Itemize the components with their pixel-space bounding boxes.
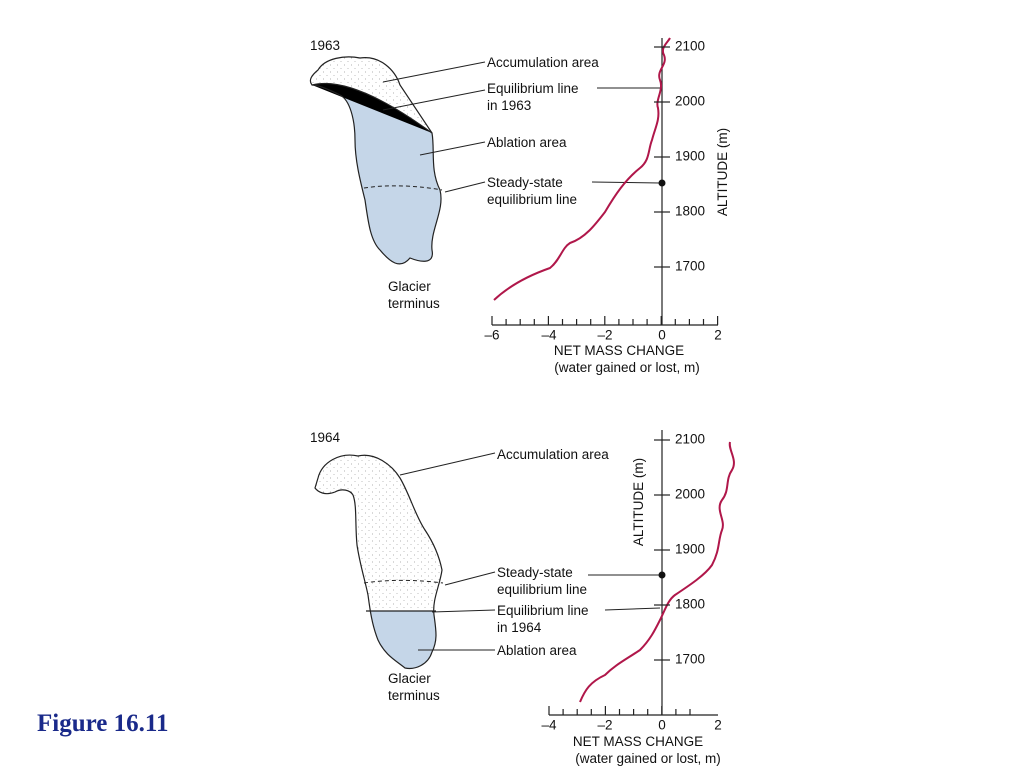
x-tick-label: 2 [714,328,722,343]
callout: Equilibrium line [497,603,589,618]
y-axis-title: ALTITUDE (m) [715,128,730,216]
glacier-1963 [309,56,443,265]
x-tick-label: 2 [714,718,722,733]
y-axis-title: ALTITUDE (m) [631,458,646,546]
x-axis-title: NET MASS CHANGE [554,343,684,358]
y-tick-label: 2000 [675,487,705,502]
y-tick-label: 2100 [675,432,705,447]
callout: in 1964 [497,620,542,635]
axes-1963 [491,37,719,326]
callout: Ablation area [497,643,577,658]
y-tick-label: 2100 [675,39,705,54]
x-tick-label: –2 [597,718,612,733]
figure-label: Figure 16.11 [37,710,168,737]
y-tick-label: 1700 [675,259,705,274]
x-tick-label: 0 [658,718,666,733]
y-tick-label: 1700 [675,652,705,667]
callout: Glacier [388,279,431,294]
callout: equilibrium line [487,192,577,207]
year: 1964 [310,430,341,445]
year: 1963 [310,38,340,53]
x-tick-label: 0 [658,328,666,343]
axes-1964 [548,430,735,716]
callout: in 1963 [487,98,531,113]
callout: terminus [388,688,440,703]
y-tick-label: 1800 [675,597,705,612]
callout: terminus [388,296,440,311]
x-tick-label: –6 [484,328,499,343]
y-tick-label: 2000 [675,94,705,109]
y-tick-label: 1900 [675,542,705,557]
x-axis-title: NET MASS CHANGE [573,734,703,749]
y-tick-label: 1900 [675,149,705,164]
x-axis-subtitle: (water gained or lost, m) [575,751,721,766]
y-tick-label: 1800 [675,204,705,219]
leaders-1964 [399,452,661,651]
callout: Ablation area [487,135,567,150]
callout: Accumulation area [497,447,609,462]
x-tick-label: –2 [597,328,612,343]
callout: Equilibrium line [487,81,579,96]
callout: Steady-state [497,565,573,580]
callout: Glacier [388,671,431,686]
glacier-1964 [314,454,444,670]
x-axis-subtitle: (water gained or lost, m) [554,360,700,375]
x-tick-label: –4 [541,718,557,733]
callout: Steady-state [487,175,563,190]
callout: equilibrium line [497,582,587,597]
callout: Accumulation area [487,55,599,70]
x-tick-label: –4 [541,328,557,343]
